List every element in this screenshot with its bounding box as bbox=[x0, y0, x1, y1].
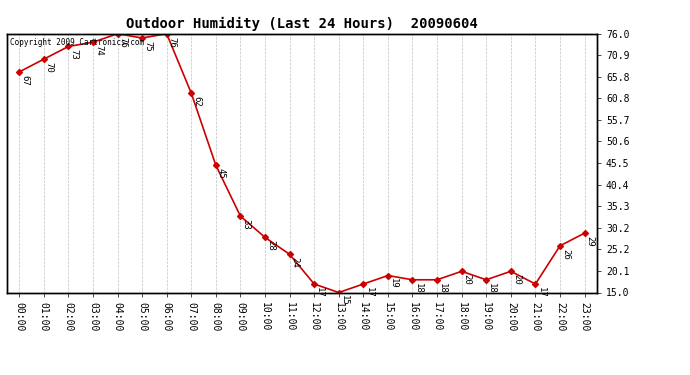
Text: 70: 70 bbox=[45, 62, 54, 73]
Title: Outdoor Humidity (Last 24 Hours)  20090604: Outdoor Humidity (Last 24 Hours) 2009060… bbox=[126, 17, 477, 31]
Text: 20: 20 bbox=[512, 274, 521, 285]
Text: Copyright 2009 Cartronics.com: Copyright 2009 Cartronics.com bbox=[10, 38, 144, 46]
Text: 74: 74 bbox=[94, 45, 103, 56]
Text: 18: 18 bbox=[487, 282, 496, 293]
Text: 45: 45 bbox=[217, 168, 226, 179]
Text: 20: 20 bbox=[463, 274, 472, 285]
Text: 62: 62 bbox=[193, 96, 201, 106]
Text: 75: 75 bbox=[143, 41, 152, 51]
Text: 15: 15 bbox=[339, 295, 349, 306]
Text: 17: 17 bbox=[364, 287, 373, 297]
Text: 18: 18 bbox=[438, 282, 447, 293]
Text: 76: 76 bbox=[168, 36, 177, 47]
Text: 19: 19 bbox=[389, 278, 398, 289]
Text: 33: 33 bbox=[241, 219, 250, 230]
Text: 28: 28 bbox=[266, 240, 275, 251]
Text: 29: 29 bbox=[586, 236, 595, 247]
Text: 26: 26 bbox=[561, 249, 570, 259]
Text: 24: 24 bbox=[290, 257, 299, 268]
Text: 18: 18 bbox=[413, 282, 422, 293]
Text: 73: 73 bbox=[70, 49, 79, 60]
Text: 76: 76 bbox=[119, 36, 128, 47]
Text: 17: 17 bbox=[536, 287, 546, 297]
Text: 67: 67 bbox=[20, 75, 29, 86]
Text: 17: 17 bbox=[315, 287, 324, 297]
